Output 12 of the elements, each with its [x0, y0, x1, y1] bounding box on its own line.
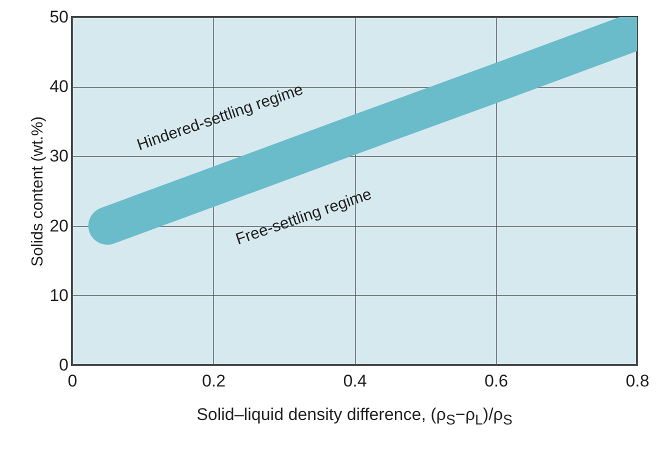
x-tick-label: 0.2	[202, 372, 226, 390]
x-tick-label: 0.6	[484, 372, 508, 390]
y-tick-label: 20	[50, 216, 68, 236]
y-axis-title: Solids content (wt.%)	[30, 116, 47, 267]
y-tick-label: 50	[50, 8, 68, 26]
x-tick-label: 0.4	[343, 372, 367, 390]
y-tick-label: 10	[50, 286, 68, 305]
y-tick-label: 40	[50, 77, 68, 96]
x-axis-title: Solid–liquid density difference, (ρ$_{S}$−ρ$_{L}$)/ρ$_{S}$	[196, 405, 514, 428]
y-tick-label: 0	[59, 356, 68, 374]
y-tick-label: 30	[50, 146, 68, 166]
x-tick-label: 0.8	[626, 372, 650, 390]
